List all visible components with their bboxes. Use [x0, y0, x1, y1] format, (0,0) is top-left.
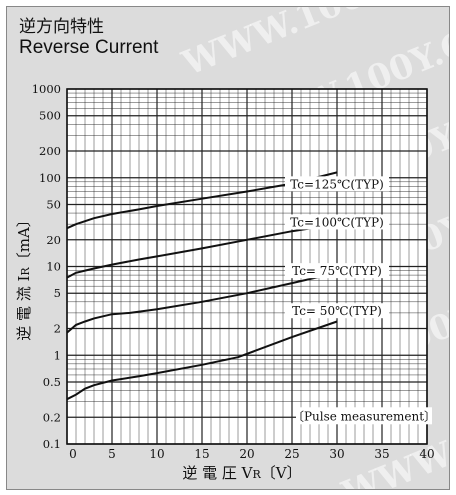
series-label-bg: [285, 214, 389, 230]
series-label: Tc=100℃(TYP): [290, 215, 384, 229]
x-tick-label: 25: [284, 447, 299, 461]
x-tick-label: 5: [108, 447, 116, 461]
y-tick-label: 500: [39, 109, 61, 123]
y-tick-label: 0.2: [43, 410, 61, 424]
y-axis-label: 逆 電 流 IR〔mA〕: [15, 212, 33, 341]
series-label: Tc=125℃(TYP): [290, 177, 384, 191]
series-line: [66, 320, 338, 401]
series-line: [66, 171, 338, 230]
y-tick-label: 2: [54, 322, 61, 336]
series-label-bg: [285, 263, 389, 279]
x-tick-label: 10: [149, 447, 164, 461]
series-label-bg: [285, 176, 389, 192]
series-label: Tc= 75℃(TYP): [292, 264, 382, 278]
y-tick-label: 5: [54, 286, 61, 300]
note-bg: [296, 407, 432, 425]
chart-title-jp: 逆方向特性: [19, 17, 104, 37]
series-label-bg: [285, 303, 389, 319]
y-tick-label: 20: [46, 233, 61, 247]
series-label: Tc= 50℃(TYP): [292, 304, 382, 318]
x-tick-label: 20: [239, 447, 254, 461]
x-tick-label: 35: [374, 447, 389, 461]
y-tick-label: 1: [54, 348, 61, 362]
y-tick-label: 100: [39, 171, 61, 185]
y-tick-label: 10: [46, 260, 61, 274]
x-tick-label: 15: [194, 447, 209, 461]
chart-title-en: Reverse Current: [19, 37, 159, 58]
y-tick-label: 200: [39, 144, 61, 158]
series-line: [66, 271, 338, 334]
x-tick-label: 30: [329, 447, 344, 461]
y-tick-label: 0.5: [43, 375, 61, 389]
chart-panel: WWW.100Y.COM.TWWWW.100Y.COM.TWWWW.100Y.C…: [6, 6, 450, 490]
title-block: 逆方向特性 Reverse Current: [19, 17, 158, 59]
y-tick-label: 50: [46, 197, 61, 211]
series-line: [66, 223, 338, 279]
x-tick-label: 0: [69, 447, 77, 461]
y-tick-label: 1000: [32, 82, 61, 96]
plot-frame: [66, 88, 428, 445]
pulse-measurement-note: 〔Pulse measurement〕: [292, 409, 436, 423]
x-tick-label: 40: [419, 447, 434, 461]
x-axis-label: 逆 電 圧 VR〔V〕: [182, 464, 301, 482]
y-tick-label: 0.1: [43, 437, 61, 451]
